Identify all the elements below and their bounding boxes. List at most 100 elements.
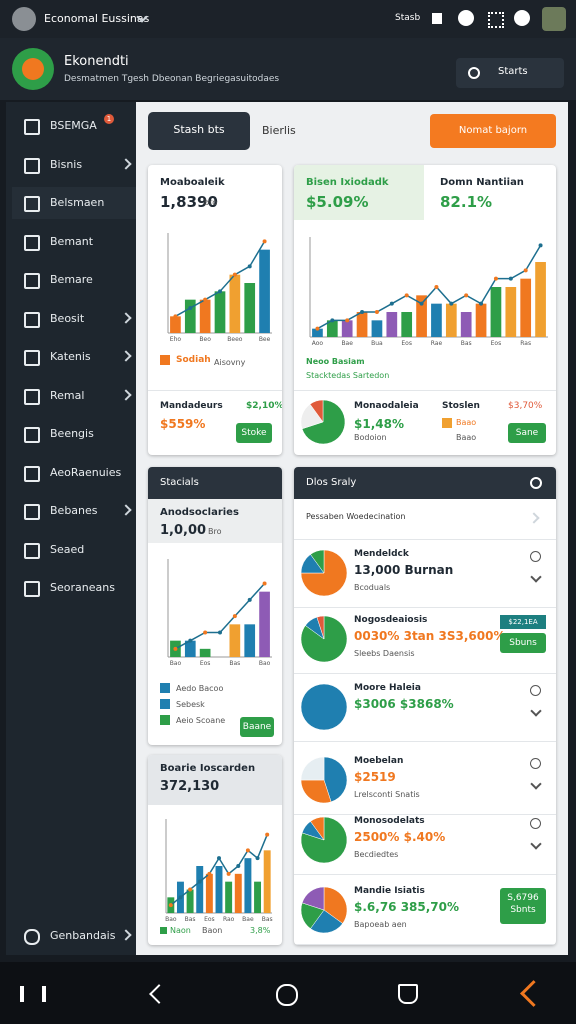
sidebar-label: Beosit — [50, 311, 85, 325]
avatar[interactable] — [542, 7, 566, 31]
app-title[interactable]: Economal Eussinas — [44, 12, 150, 25]
header-subtitle: Desmatmen Tgesh Dbeonan Begriegasuitodae… — [64, 74, 280, 84]
chevron[interactable] — [528, 512, 540, 524]
sidebar-item[interactable]: Belsmaen — [12, 187, 142, 219]
point — [262, 239, 267, 244]
chevron[interactable] — [530, 838, 542, 850]
radio[interactable] — [530, 685, 541, 696]
sub: Bodoion — [354, 433, 387, 442]
sidebar-item[interactable]: Beengis — [12, 418, 142, 450]
nav-icon[interactable] — [520, 980, 547, 1007]
list-item[interactable]: Nogosdeaiosis 0030% 3tan 3S3,600% Sleebs D… — [294, 607, 556, 674]
card-title: Anodsoclaries — [160, 507, 239, 518]
nav-back[interactable] — [149, 984, 169, 1004]
bar — [205, 873, 213, 913]
sidebar-item[interactable]: AeoRaenuies — [12, 457, 142, 489]
x-tick-label: Bas — [461, 340, 472, 347]
slice — [309, 399, 324, 423]
bar — [386, 312, 398, 337]
action-button[interactable]: Nomat bajorn — [430, 114, 556, 148]
avatar[interactable] — [12, 7, 36, 31]
legend: 3,8% — [250, 926, 271, 935]
x-tick-label: Eos — [204, 916, 215, 923]
sidebar-label: BSEMGA — [50, 119, 97, 132]
sidebar-item[interactable]: Katenis — [12, 341, 142, 373]
footer-title: Monaodaleia — [354, 401, 419, 411]
card-title: Moaboaleik — [160, 177, 225, 188]
radio[interactable] — [530, 758, 541, 769]
sidebar-item[interactable]: Remal — [12, 380, 142, 412]
item-value: $2519 — [354, 770, 396, 784]
slice — [310, 549, 325, 574]
sidebar-item[interactable]: BSEMGA 1 — [12, 110, 142, 142]
list-item[interactable]: Moebelan $2519 Lrelsconti Snatis — [294, 748, 556, 815]
nav-home[interactable] — [276, 984, 298, 1006]
chevron[interactable] — [530, 705, 542, 717]
badge: $22,1EA — [500, 615, 546, 629]
header-title: Ekonendti — [64, 54, 129, 69]
icon — [24, 234, 40, 251]
sidebar-item[interactable]: Bebanes — [12, 495, 142, 527]
slice — [310, 816, 325, 841]
x-tick-label: Bas — [229, 660, 240, 667]
button[interactable]: S,6796 Sbnts — [500, 888, 546, 924]
sidebar-footer[interactable]: Genbandais — [12, 920, 142, 952]
list-item[interactable]: Mandie Isiatis $.6,76 385,70% Bapoeab aen S… — [294, 878, 556, 945]
nav-icon[interactable] — [20, 986, 46, 1002]
button[interactable]: Sane — [508, 423, 546, 443]
item-sub: Becdiedtes — [354, 850, 399, 859]
chevron[interactable] — [530, 571, 542, 583]
value: $3,70% — [508, 401, 543, 411]
sidebar-item[interactable]: Bemare — [12, 264, 142, 296]
chevron[interactable] — [530, 778, 542, 790]
icon[interactable] — [488, 12, 504, 28]
radio[interactable] — [530, 551, 541, 562]
icon[interactable] — [458, 10, 474, 26]
button[interactable]: Sbuns — [500, 633, 546, 653]
search-text: Starts — [498, 66, 528, 77]
sidebar-item[interactable]: Bisnis — [12, 149, 142, 181]
list-item[interactable]: Moore Haleia $3006 $3868% — [294, 675, 556, 742]
bar — [225, 881, 233, 913]
sidebar-item[interactable]: Seaed — [12, 534, 142, 566]
point — [374, 310, 379, 314]
sidebar-item[interactable]: Seoraneans — [12, 572, 142, 604]
x-tick-label: Bas — [185, 916, 196, 923]
bar — [186, 889, 194, 913]
point — [360, 310, 365, 314]
x-tick-label: Bao — [259, 660, 271, 667]
button[interactable]: Stoke — [236, 423, 272, 443]
sidebar-item[interactable]: Bemant — [12, 226, 142, 258]
tab[interactable]: Bierlis — [262, 124, 296, 137]
sidebar-item[interactable]: Beosit — [12, 303, 142, 335]
bar — [490, 287, 502, 337]
point — [218, 289, 222, 294]
chevron — [120, 504, 132, 516]
slice — [301, 886, 325, 911]
x-tick-label: Rae — [431, 340, 443, 347]
bar — [259, 591, 270, 657]
sidebar-label: Belsmaen — [50, 196, 105, 209]
item-sub: Sleebs Daensis — [354, 649, 415, 658]
card-value: 82.1% — [440, 193, 493, 211]
button[interactable]: Baane — [240, 717, 274, 737]
item-value: $.6,76 385,70% — [354, 900, 460, 914]
legend: Sebesk — [176, 700, 205, 709]
icon[interactable] — [514, 10, 530, 26]
sidebar-label: Bisnis — [50, 157, 83, 171]
radio[interactable] — [530, 818, 541, 829]
bar — [184, 640, 196, 657]
search[interactable]: Starts — [456, 58, 564, 88]
nav-recent[interactable] — [398, 984, 418, 1004]
icon[interactable] — [432, 13, 442, 24]
slice — [300, 779, 332, 804]
list-item[interactable]: Mendeldck 13,000 Burnan Bcoduals — [294, 541, 556, 608]
tab[interactable]: Stash bts — [148, 112, 250, 150]
slice — [301, 399, 346, 445]
menu[interactable] — [530, 477, 542, 489]
list-item[interactable]: Monosodelats 2500% $.40% Becdiedtes — [294, 808, 556, 875]
pie — [300, 615, 348, 663]
icon — [24, 542, 40, 559]
icon — [24, 311, 40, 328]
top-bar: Economal Eussinas Stasb — [0, 0, 576, 38]
